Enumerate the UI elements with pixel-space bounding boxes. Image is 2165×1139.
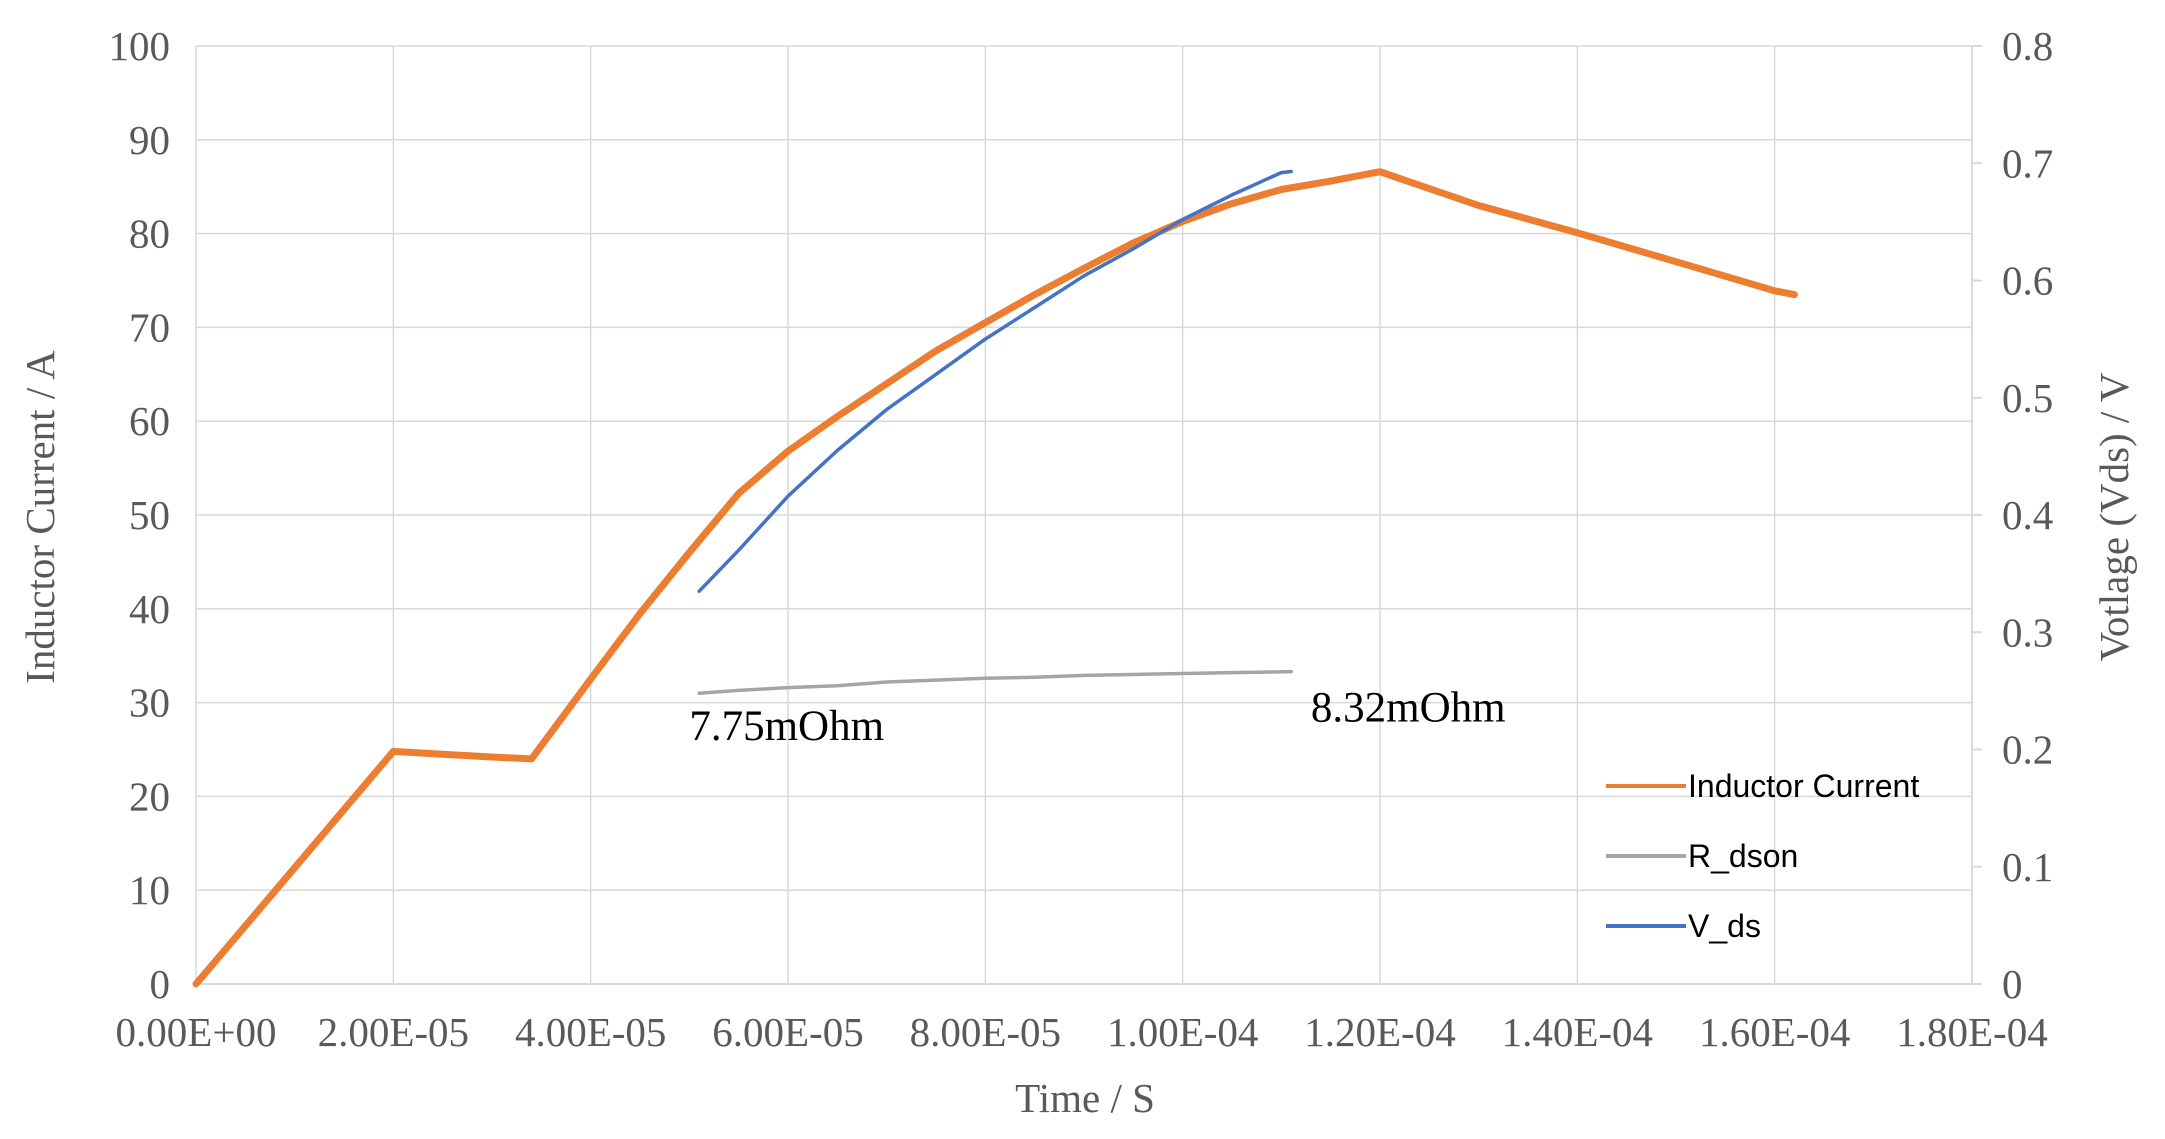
annotation-r-dson-end: 8.32mOhm — [1311, 684, 1506, 731]
series-line-r-dson — [697, 669, 1293, 695]
y-tick-label: 40 — [129, 586, 170, 632]
x-tick-label: 6.00E-05 — [712, 1009, 863, 1055]
y-axis-title: Inductor Current / A — [17, 350, 63, 684]
y-tick-label: 80 — [129, 211, 170, 257]
y2-tick-label: 0.3 — [2002, 609, 2053, 655]
tick-labels: 0 10 20 30 40 50 60 70 80 90 100 0.00E+00 2.00E-05 4.… — [109, 23, 2054, 1055]
axes — [196, 45, 1982, 985]
x-tick-label: 2.00E-05 — [318, 1009, 469, 1055]
y2-tick-label: 0.5 — [2002, 375, 2053, 421]
y-tick-label: 90 — [129, 117, 170, 163]
legend-label-v-ds: V_ds — [1688, 908, 1761, 944]
y-tick-label: 30 — [129, 680, 170, 726]
y2-tick-label: 0.6 — [2002, 258, 2053, 304]
series-line-v-ds — [697, 169, 1293, 593]
legend: Inductor Current R_dson V_ds — [1606, 768, 1919, 944]
x-tick-label: 4.00E-05 — [515, 1009, 666, 1055]
x-axis-title: Time / S — [1015, 1075, 1155, 1121]
y-tick-label: 50 — [129, 492, 170, 538]
y-tick-label: 0 — [150, 961, 171, 1007]
legend-label-inductor-current: Inductor Current — [1688, 768, 1919, 804]
y2-tick-label: 0.8 — [2002, 23, 2053, 69]
legend-label-r-dson: R_dson — [1688, 838, 1798, 874]
y-tick-label: 70 — [129, 304, 170, 350]
y2-axis-title: Votlage (Vds) / V — [2091, 372, 2137, 661]
plot-area — [192, 168, 1798, 988]
x-tick-label: 1.60E-04 — [1699, 1009, 1850, 1055]
x-tick-label: 8.00E-05 — [910, 1009, 1061, 1055]
annotation-r-dson-start: 7.75mOhm — [689, 703, 884, 750]
x-tick-label: 1.00E-04 — [1107, 1009, 1258, 1055]
y-tick-label: 20 — [129, 773, 170, 819]
y2-tick-label: 0.2 — [2002, 727, 2053, 773]
y2-tick-label: 0.1 — [2002, 844, 2053, 890]
grid — [195, 45, 1973, 985]
x-tick-label: 0.00E+00 — [116, 1009, 277, 1055]
y-tick-label: 60 — [129, 398, 170, 444]
x-tick-label: 1.20E-04 — [1304, 1009, 1455, 1055]
y2-tick-label: 0.7 — [2002, 140, 2053, 186]
x-tick-label: 1.80E-04 — [1896, 1009, 2047, 1055]
y-tick-label: 100 — [109, 23, 171, 69]
x-tick-label: 1.40E-04 — [1502, 1009, 1653, 1055]
y-tick-label: 10 — [129, 867, 170, 913]
series-line-inductor-current — [192, 168, 1798, 988]
y2-tick-label: 0 — [2002, 961, 2023, 1007]
y2-tick-label: 0.4 — [2002, 492, 2053, 538]
